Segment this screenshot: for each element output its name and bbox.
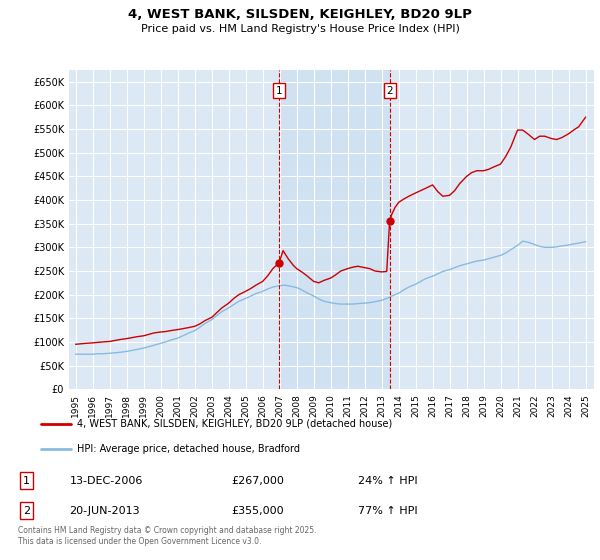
Text: 24% ↑ HPI: 24% ↑ HPI bbox=[358, 475, 417, 486]
Bar bbox=[279, 70, 389, 389]
Text: £267,000: £267,000 bbox=[231, 475, 284, 486]
Text: 13-DEC-2006: 13-DEC-2006 bbox=[70, 475, 143, 486]
Text: 1: 1 bbox=[275, 86, 283, 96]
Text: 1: 1 bbox=[23, 475, 30, 486]
Text: 20-JUN-2013: 20-JUN-2013 bbox=[70, 506, 140, 516]
Text: 77% ↑ HPI: 77% ↑ HPI bbox=[358, 506, 417, 516]
Text: HPI: Average price, detached house, Bradford: HPI: Average price, detached house, Brad… bbox=[77, 444, 300, 454]
Text: 4, WEST BANK, SILSDEN, KEIGHLEY, BD20 9LP (detached house): 4, WEST BANK, SILSDEN, KEIGHLEY, BD20 9L… bbox=[77, 419, 392, 429]
Text: 4, WEST BANK, SILSDEN, KEIGHLEY, BD20 9LP: 4, WEST BANK, SILSDEN, KEIGHLEY, BD20 9L… bbox=[128, 8, 472, 21]
Text: 2: 2 bbox=[386, 86, 393, 96]
Text: Contains HM Land Registry data © Crown copyright and database right 2025.
This d: Contains HM Land Registry data © Crown c… bbox=[18, 526, 317, 546]
Text: Price paid vs. HM Land Registry's House Price Index (HPI): Price paid vs. HM Land Registry's House … bbox=[140, 24, 460, 34]
Text: £355,000: £355,000 bbox=[231, 506, 284, 516]
Text: 2: 2 bbox=[23, 506, 30, 516]
